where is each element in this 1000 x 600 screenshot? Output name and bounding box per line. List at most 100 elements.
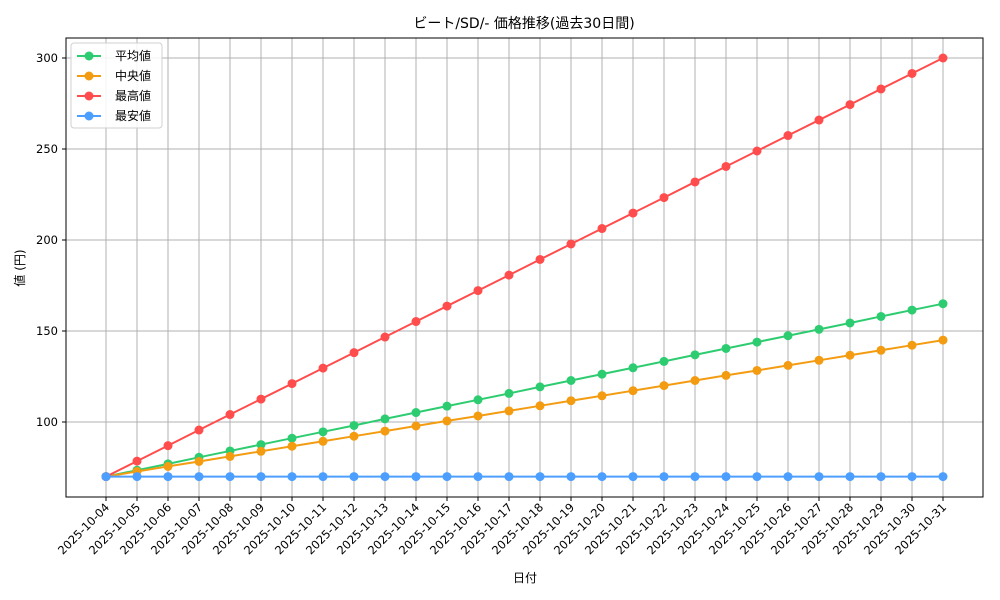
- data-point: [256, 440, 266, 450]
- data-point: [845, 472, 855, 482]
- data-point: [690, 472, 700, 482]
- data-point: [256, 394, 266, 404]
- data-point: [566, 396, 576, 406]
- data-point: [504, 472, 514, 482]
- data-point: [225, 451, 235, 461]
- data-point: [659, 356, 669, 366]
- y-axis-ticks: 100 150 200 250 300: [36, 51, 66, 429]
- data-point: [101, 472, 111, 482]
- data-point: [473, 411, 483, 421]
- data-point: [628, 363, 638, 373]
- legend-box: [70, 42, 163, 129]
- data-point: [535, 472, 545, 482]
- data-point: [194, 456, 204, 466]
- data-point: [938, 472, 948, 482]
- data-point: [194, 472, 204, 482]
- data-point: [318, 363, 328, 373]
- data-point: [225, 472, 235, 482]
- y-tick-label: 200: [36, 233, 58, 247]
- data-point: [907, 68, 917, 78]
- data-point: [814, 324, 824, 334]
- series-1: [101, 335, 948, 482]
- data-point: [752, 146, 762, 156]
- data-point: [597, 391, 607, 401]
- data-point: [845, 100, 855, 110]
- data-point: [132, 456, 142, 466]
- data-point: [442, 301, 452, 311]
- data-point: [163, 472, 173, 482]
- data-point: [938, 299, 948, 309]
- data-point: [721, 370, 731, 380]
- data-point: [628, 472, 638, 482]
- data-point: [566, 376, 576, 386]
- data-point: [659, 472, 669, 482]
- data-point: [690, 376, 700, 386]
- data-point: [814, 115, 824, 125]
- data-point: [380, 414, 390, 424]
- data-point: [256, 446, 266, 456]
- data-point: [659, 193, 669, 203]
- data-point: [690, 177, 700, 187]
- legend-label: 最安値: [115, 108, 151, 123]
- data-point: [132, 472, 142, 482]
- data-point: [442, 472, 452, 482]
- y-tick-label: 250: [36, 142, 58, 156]
- data-point: [876, 84, 886, 94]
- data-point: [783, 131, 793, 141]
- data-point: [938, 335, 948, 345]
- data-point: [194, 425, 204, 435]
- data-point: [752, 337, 762, 347]
- data-point: [287, 441, 297, 451]
- data-point: [380, 426, 390, 436]
- data-point: [473, 472, 483, 482]
- data-point: [504, 388, 514, 398]
- legend-marker: [84, 51, 94, 61]
- data-point: [783, 360, 793, 370]
- data-point: [163, 461, 173, 471]
- data-point: [628, 386, 638, 396]
- data-point: [287, 472, 297, 482]
- series-line: [105, 339, 944, 478]
- legend-marker: [84, 71, 94, 81]
- data-point: [256, 472, 266, 482]
- data-point: [721, 472, 731, 482]
- data-point: [721, 343, 731, 353]
- y-tick-label: 100: [36, 415, 58, 429]
- data-point: [442, 401, 452, 411]
- data-point: [225, 410, 235, 420]
- data-point: [349, 348, 359, 358]
- data-point: [876, 345, 886, 355]
- data-point: [721, 161, 731, 171]
- x-axis-ticks: 2025-10-042025-10-052025-10-062025-10-07…: [55, 497, 949, 557]
- data-point: [752, 365, 762, 375]
- legend-marker: [84, 91, 94, 101]
- data-point: [566, 472, 576, 482]
- data-point: [597, 369, 607, 379]
- data-point: [814, 355, 824, 365]
- data-point: [938, 53, 948, 63]
- series-lines: [101, 53, 948, 482]
- data-point: [907, 472, 917, 482]
- series-line: [105, 302, 944, 478]
- data-point: [411, 317, 421, 327]
- data-point: [783, 331, 793, 341]
- data-point: [318, 472, 328, 482]
- legend-label: 最高値: [115, 88, 151, 103]
- data-point: [473, 395, 483, 405]
- data-point: [845, 318, 855, 328]
- data-point: [597, 472, 607, 482]
- y-tick-label: 150: [36, 324, 58, 338]
- data-point: [876, 472, 886, 482]
- y-axis-label: 値 (円): [12, 249, 27, 286]
- chart-title: ビート/SD/- 価格推移(過去30日間): [413, 16, 634, 32]
- data-point: [411, 408, 421, 418]
- data-point: [535, 382, 545, 392]
- data-point: [504, 406, 514, 416]
- data-point: [318, 427, 328, 437]
- data-point: [566, 239, 576, 249]
- data-point: [411, 421, 421, 431]
- data-point: [659, 381, 669, 391]
- data-point: [628, 208, 638, 218]
